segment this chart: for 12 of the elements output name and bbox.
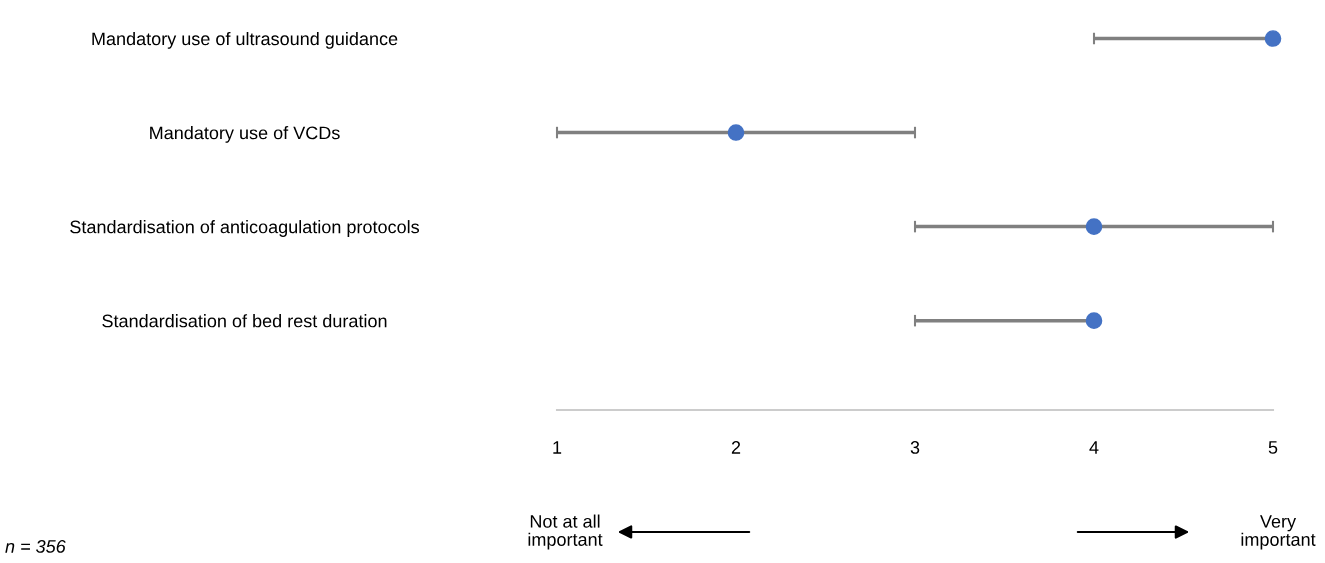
x-tick-label: 5 [1268, 441, 1278, 454]
y-tick-label: Mandatory use of ultrasound guidance [92, 31, 398, 49]
x-tick-label: 3 [910, 441, 920, 454]
text: n = 356 [5, 540, 66, 553]
y-tick-label: Standardisation of bed rest duration [102, 314, 387, 328]
x-tick-label: 1 [553, 441, 562, 454]
text: Not at all important [528, 514, 603, 550]
x-tick-label: 2 [731, 441, 741, 454]
y-tick-label: Mandatory use of VCDs [150, 126, 340, 143]
x-tick-label: 4 [1089, 441, 1099, 454]
y-tick-label: Standardisation of anticoagulation protocols [70, 220, 420, 237]
text: Very important [1241, 515, 1316, 550]
